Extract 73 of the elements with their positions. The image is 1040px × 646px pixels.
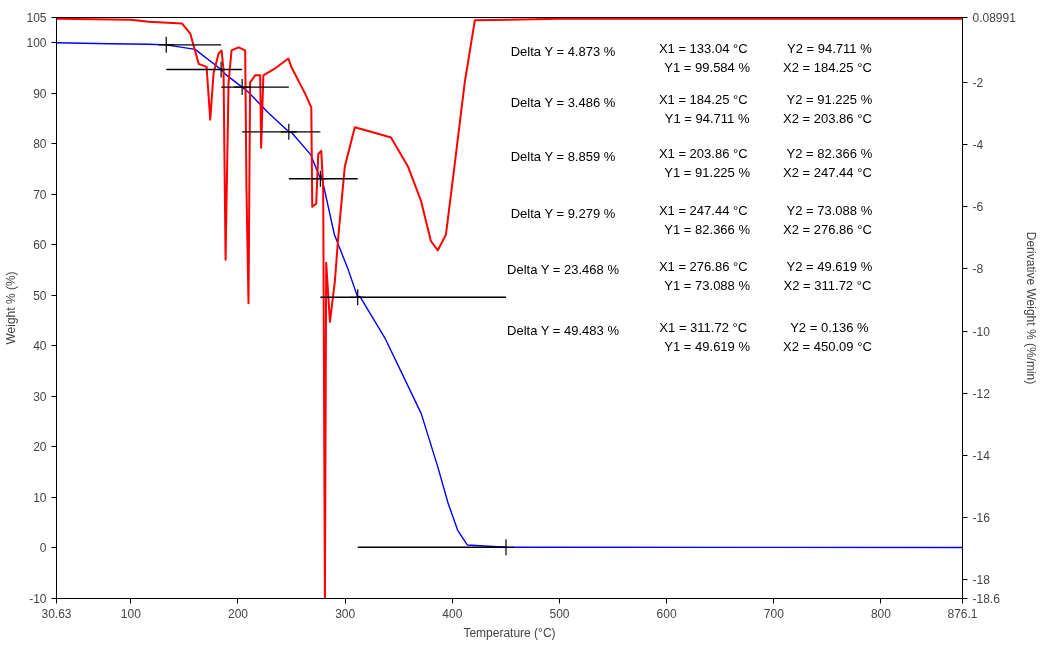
annotation: Y2 = 49.619 % xyxy=(786,259,873,274)
annotation: Y2 = 94.711 % xyxy=(787,41,873,56)
y-tick-label: 100 xyxy=(26,36,47,51)
annotation: X1 = 184.25 °C xyxy=(658,92,748,107)
y-tick-label: 80 xyxy=(33,137,47,152)
x-tick-label: 800 xyxy=(870,606,892,621)
annotation: Delta Y = 23.468 % xyxy=(507,262,620,277)
annotation: X1 = 203.86 °C xyxy=(658,146,748,161)
x-tick-label: 100 xyxy=(120,606,142,621)
x-axis-title: Temperature (°C) xyxy=(463,625,556,640)
x-tick-label: 500 xyxy=(549,606,570,621)
y-tick-label: 30 xyxy=(33,389,47,404)
y2-tick-label: -18.6 xyxy=(972,592,1001,606)
y-axis-title: Weight % (%) xyxy=(4,271,19,345)
point xyxy=(311,170,329,188)
y2-tick-label: 0.08991 xyxy=(972,11,1017,25)
annotation: Y2 = 91.225 % xyxy=(786,92,873,107)
y2-tick-label: -2 xyxy=(972,75,984,90)
annotation: Y1 = 49.619 % xyxy=(664,339,751,354)
annotation: X1 = 247.44 °C xyxy=(658,203,748,218)
point xyxy=(280,123,298,141)
y2-tick-label: -12 xyxy=(972,386,991,401)
annotation: Delta Y = 9.279 % xyxy=(510,206,616,221)
annotation: Y2 = 0.136 % xyxy=(790,320,870,335)
point xyxy=(497,538,515,556)
annotation: X2 = 311.72 °C xyxy=(783,278,872,293)
point xyxy=(233,78,251,96)
y2-tick-label: -8 xyxy=(972,262,984,277)
point xyxy=(157,36,175,54)
y2-tick-label: -14 xyxy=(972,449,991,463)
annotation: Delta Y = 4.873 % xyxy=(510,44,616,59)
y2-tick-label: -6 xyxy=(972,200,984,215)
x-tick-label: 200 xyxy=(227,606,249,621)
y-tick-label: 40 xyxy=(33,339,47,354)
y2-tick-label: -10 xyxy=(972,324,991,339)
annotation: Y1 = 73.088 % xyxy=(664,278,751,293)
annotation: X1 = 276.86 °C xyxy=(658,259,748,274)
x-tick-label: 600 xyxy=(656,606,677,621)
y-tick-label: 10 xyxy=(33,490,47,505)
x-tick-label: 400 xyxy=(442,606,463,621)
y-tick-label: 90 xyxy=(33,86,47,101)
annotation: Y1 = 91.225 % xyxy=(664,165,751,180)
annotation: X2 = 184.25 °C xyxy=(783,60,872,75)
x-tick-label: 876.1 xyxy=(947,606,978,621)
y2-axis-title: Derivative Weight % (%/min) xyxy=(1023,231,1038,385)
annotation: X2 = 203.86 °C xyxy=(783,111,872,126)
y2-tick-label: -16 xyxy=(972,511,991,526)
annotation: Y1 = 94.711 % xyxy=(664,111,750,126)
y-tick-label: -10 xyxy=(29,592,47,606)
y-tick-label: 20 xyxy=(33,440,47,455)
x-tick-label: 700 xyxy=(763,606,785,621)
annotation: X1 = 311.72 °C xyxy=(659,320,748,335)
y2-tick-label: -4 xyxy=(972,138,984,153)
annotation: Delta Y = 49.483 % xyxy=(507,323,620,338)
annotation: Y1 = 82.366 % xyxy=(664,222,751,237)
y-tick-label: 50 xyxy=(33,288,47,303)
y-tick-label: 70 xyxy=(33,187,47,202)
x-tick-label: 300 xyxy=(335,606,356,621)
annotation: X2 = 276.86 °C xyxy=(783,222,872,237)
annotation: Y1 = 99.584 % xyxy=(664,60,751,75)
y-tick-label: 0 xyxy=(39,541,47,556)
point xyxy=(349,288,367,306)
annotation: X2 = 247.44 °C xyxy=(783,165,872,180)
annotation: Delta Y = 8.859 % xyxy=(510,149,616,164)
annotation: Delta Y = 3.486 % xyxy=(510,95,616,110)
y-tick-label: 105 xyxy=(26,11,47,25)
x-tick-label: 30.63 xyxy=(41,606,72,621)
y-tick-label: 60 xyxy=(33,238,47,253)
annotation: X2 = 450.09 °C xyxy=(783,339,872,354)
annotation: X1 = 133.04 °C xyxy=(658,41,748,56)
y2-tick-label: -18 xyxy=(972,573,991,588)
annotation: Y2 = 82.366 % xyxy=(786,146,873,161)
annotation: Y2 = 73.088 % xyxy=(786,203,873,218)
